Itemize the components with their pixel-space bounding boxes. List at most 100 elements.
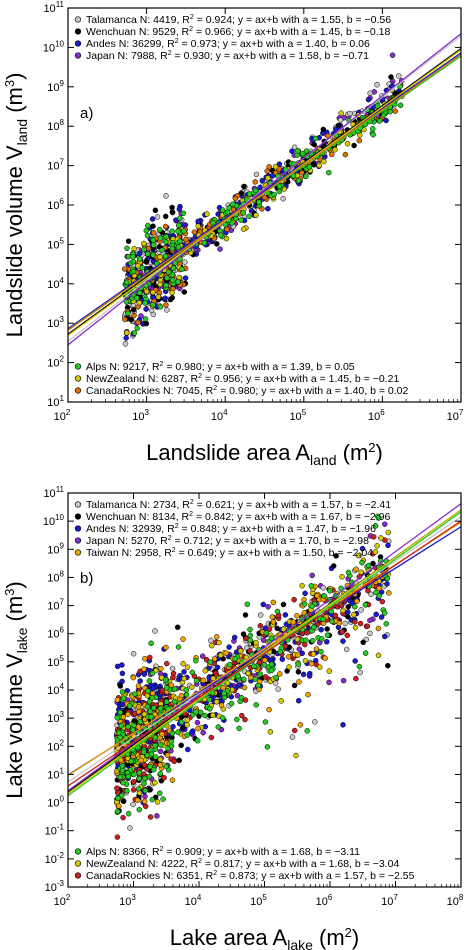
y-tick-label: 106 <box>47 626 64 641</box>
data-point-andes <box>214 664 221 671</box>
chart-panel-2: 102 103 104 105 106 107 10810-310-210-11001011… <box>2 485 464 950</box>
data-point-alps <box>124 787 130 794</box>
data-point-alps <box>369 126 376 132</box>
data-point-alps <box>117 734 123 741</box>
data-point-alps <box>175 279 181 285</box>
data-point-canadarockies <box>191 229 198 235</box>
fit-line-canadarockies <box>68 53 461 331</box>
data-point-alps <box>157 741 164 748</box>
data-point-wenchuan <box>385 662 391 669</box>
legend-entry-taiwan: Taiwan N: 2958, R2 = 0.649; y = ax+b wit… <box>74 547 373 559</box>
scatter-points <box>121 52 405 347</box>
data-point-wenchuan <box>181 289 188 295</box>
data-point-alps <box>169 271 176 278</box>
data-point-andes <box>352 658 358 664</box>
data-point-wenchuan <box>324 626 330 632</box>
legend-marker <box>74 848 82 855</box>
data-point-alps <box>125 723 131 730</box>
data-point-alps <box>123 299 130 305</box>
data-point-alps <box>319 636 325 642</box>
data-point-canadarockies <box>342 151 349 158</box>
data-point-alps <box>163 763 170 770</box>
data-point-japan <box>340 677 347 684</box>
data-point-taiwan <box>125 711 131 718</box>
data-point-alps <box>157 705 164 712</box>
data-point-alps <box>142 300 148 306</box>
data-point-alps <box>295 148 301 154</box>
data-point-alps <box>123 279 130 286</box>
data-point-taiwan <box>116 803 122 809</box>
data-point-japan <box>194 719 201 726</box>
data-point-taiwan <box>213 634 220 640</box>
data-point-talamanca <box>280 195 286 202</box>
y-tick-label: 101 <box>47 394 64 409</box>
data-point-wenchuan <box>388 74 394 80</box>
data-point-wenchuan <box>330 563 337 569</box>
x-tick-label: 108 <box>447 893 464 908</box>
data-point-alps <box>210 219 216 226</box>
data-point-alps <box>256 199 262 205</box>
legend-text: Talamanca N: 2734, R2 = 0.621; y = ax+b … <box>86 499 391 511</box>
data-point-taiwan <box>386 590 392 596</box>
legend-entry-newzealand: NewZealand N: 4222, R2 = 0.817; y = ax+b… <box>74 858 399 870</box>
data-point-alps <box>120 779 126 786</box>
data-point-taiwan <box>220 684 226 691</box>
data-point-canadarockies <box>392 108 399 114</box>
data-point-alps <box>141 775 148 782</box>
data-point-alps <box>169 228 175 235</box>
data-point-alps <box>114 808 121 815</box>
data-point-talamanca <box>127 825 133 831</box>
data-point-alps <box>194 737 201 744</box>
data-point-japan <box>200 729 206 736</box>
data-point-andes <box>295 697 302 704</box>
data-point-alps <box>207 706 213 712</box>
data-point-andes <box>185 746 191 753</box>
data-point-newzealand <box>157 254 163 260</box>
data-point-alps <box>303 148 310 154</box>
data-point-alps <box>152 754 159 760</box>
data-point-alps <box>264 744 271 750</box>
data-point-andes <box>188 729 195 736</box>
data-point-alps <box>150 302 156 308</box>
data-point-canadarockies <box>357 620 364 627</box>
data-point-alps <box>183 691 190 698</box>
x-tick-label: 102 <box>54 893 71 908</box>
data-point-alps <box>142 787 149 794</box>
data-point-alps <box>295 177 302 184</box>
x-tick-label: 104 <box>211 408 228 423</box>
data-point-alps <box>312 135 319 142</box>
data-point-alps <box>183 687 190 693</box>
data-point-canadarockies <box>114 785 120 791</box>
data-point-alps <box>252 676 258 683</box>
data-point-japan <box>217 246 223 252</box>
data-point-alps <box>377 118 383 124</box>
data-point-canadarockies <box>122 316 128 323</box>
legend-text: Andes N: 36299, R2 = 0.973; y = ax+b wit… <box>86 38 370 50</box>
data-point-alps <box>324 632 331 638</box>
data-point-alps <box>206 696 213 703</box>
data-point-wenchuan <box>242 612 249 618</box>
data-point-newzealand <box>286 664 292 670</box>
data-point-alps <box>236 725 242 732</box>
data-point-alps <box>148 714 154 720</box>
legend-marker <box>74 363 82 370</box>
data-point-alps <box>362 650 369 656</box>
data-point-alps <box>170 265 177 272</box>
data-point-alps <box>132 691 138 697</box>
data-point-alps <box>164 275 170 281</box>
data-point-taiwan <box>195 725 201 732</box>
data-point-newzealand <box>293 752 299 759</box>
data-point-alps <box>117 774 124 780</box>
data-point-talamanca <box>164 307 170 313</box>
data-point-taiwan <box>159 731 165 737</box>
panel-label: a) <box>80 105 93 122</box>
data-point-wenchuan <box>241 183 247 190</box>
data-point-alps <box>273 674 279 681</box>
legend-marker <box>74 549 82 556</box>
data-point-alps <box>381 610 388 616</box>
data-point-taiwan <box>169 777 176 783</box>
data-point-taiwan <box>285 654 292 660</box>
data-point-taiwan <box>295 652 301 658</box>
data-point-alps <box>397 102 404 109</box>
y-axis-label: Lake volume Vlake (m3) <box>2 581 30 799</box>
